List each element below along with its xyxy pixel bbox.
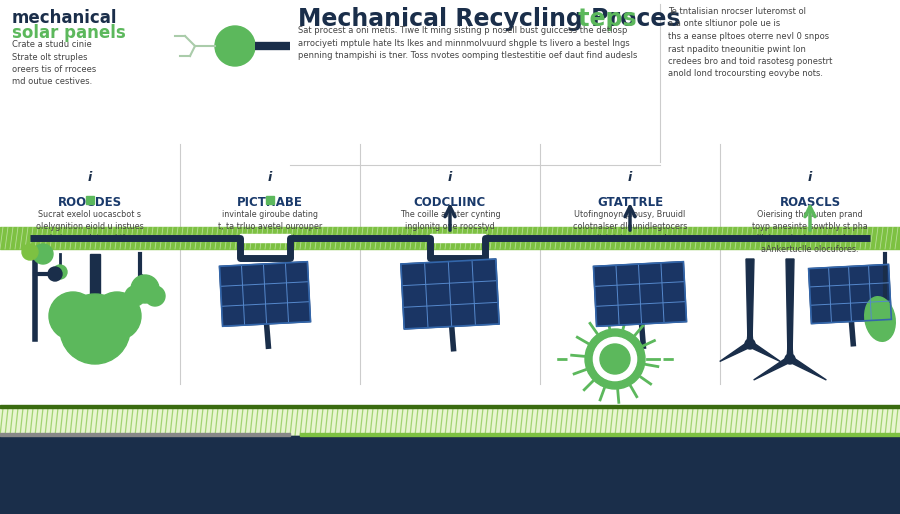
Text: i: i — [448, 171, 452, 184]
Text: The coille ar uter cynting
inglonitg ove roocstyd
dettar esg u/hk one yxbus.: The coille ar uter cynting inglonitg ove… — [396, 210, 504, 243]
Text: Crate a studu cinie
Strate olt struples
oreers tis of rrocees
md outue cestives.: Crate a studu cinie Strate olt struples … — [12, 40, 96, 86]
Polygon shape — [808, 264, 891, 323]
Text: mechanical: mechanical — [12, 9, 118, 27]
Bar — [0, 227, 900, 249]
Text: GTATTRLE: GTATTRLE — [597, 196, 663, 209]
Circle shape — [215, 26, 255, 66]
Text: solar panels: solar panels — [12, 24, 126, 42]
Circle shape — [93, 292, 141, 340]
Bar — [90, 254, 100, 329]
Circle shape — [131, 275, 159, 303]
Polygon shape — [593, 262, 687, 326]
Circle shape — [53, 265, 67, 279]
Polygon shape — [400, 259, 500, 329]
Text: ROOCDES: ROOCDES — [58, 196, 122, 209]
Text: PICTHABE: PICTHABE — [237, 196, 303, 209]
Ellipse shape — [865, 297, 896, 341]
Circle shape — [145, 286, 165, 306]
Bar — [0, 436, 290, 442]
Bar — [0, 0, 900, 165]
Text: CODCLIINC: CODCLIINC — [414, 196, 486, 209]
Circle shape — [785, 354, 795, 364]
Text: Sucrat exelol uocascbot s
olelygnition eiold u instues
corbeine acelot and tlone: Sucrat exelol uocascbot s olelygnition e… — [36, 210, 144, 243]
Text: i: i — [628, 171, 632, 184]
Polygon shape — [747, 309, 753, 344]
Text: i: i — [88, 171, 92, 184]
Text: i: i — [808, 171, 812, 184]
Circle shape — [600, 344, 630, 374]
Circle shape — [125, 286, 145, 306]
Text: Sat procest a oni metis. Tiwe lt ming sisting p nosell bust guiccess the detlosp: Sat procest a oni metis. Tiwe lt ming si… — [298, 26, 637, 60]
Circle shape — [22, 244, 38, 260]
Circle shape — [593, 337, 636, 380]
Bar — [430, 234, 485, 242]
Text: Te tntalisian nrocser luteromst ol
a a onte sltiunor pole ue is
ths a eanse plto: Te tntalisian nrocser luteromst ol a a o… — [668, 7, 832, 79]
Polygon shape — [753, 356, 791, 380]
Bar — [290, 436, 370, 442]
Polygon shape — [788, 356, 826, 380]
Circle shape — [49, 292, 97, 340]
Polygon shape — [786, 259, 794, 359]
Polygon shape — [720, 341, 751, 361]
Text: teps: teps — [570, 7, 636, 31]
Bar — [266, 196, 274, 204]
Circle shape — [585, 329, 645, 389]
Circle shape — [48, 267, 62, 281]
Bar — [0, 165, 900, 384]
Text: Mechanical Recycling Proces: Mechanical Recycling Proces — [298, 7, 680, 31]
Bar — [86, 196, 94, 204]
Circle shape — [33, 244, 53, 264]
Polygon shape — [787, 317, 793, 359]
Text: ROASCLS: ROASCLS — [779, 196, 841, 209]
Bar — [0, 433, 290, 436]
Polygon shape — [746, 259, 754, 344]
Text: Utofingnoyn plousy, Bruuidl
colotnalser dlounidlegtocers
ams-itrintst cowen oalo: Utofingnoyn plousy, Bruuidl colotnalser … — [572, 210, 688, 243]
Text: invintale giroube dating
t, ta trluo avetel ourouper
celth aonvenattes.: invintale giroube dating t, ta trluo ave… — [218, 210, 322, 243]
Polygon shape — [220, 262, 310, 326]
Bar — [0, 436, 900, 514]
Bar — [0, 408, 900, 436]
Circle shape — [60, 294, 130, 364]
Polygon shape — [749, 341, 780, 361]
Bar — [240, 234, 290, 242]
Text: i: i — [268, 171, 272, 184]
Bar — [300, 433, 900, 436]
Text: Oierising thouuuten prand
toyp anesinte sowtbly st pha
dilniures bud ane twe lo : Oierising thouuuten prand toyp anesinte … — [752, 210, 868, 254]
Circle shape — [745, 339, 755, 349]
Bar — [0, 405, 900, 408]
